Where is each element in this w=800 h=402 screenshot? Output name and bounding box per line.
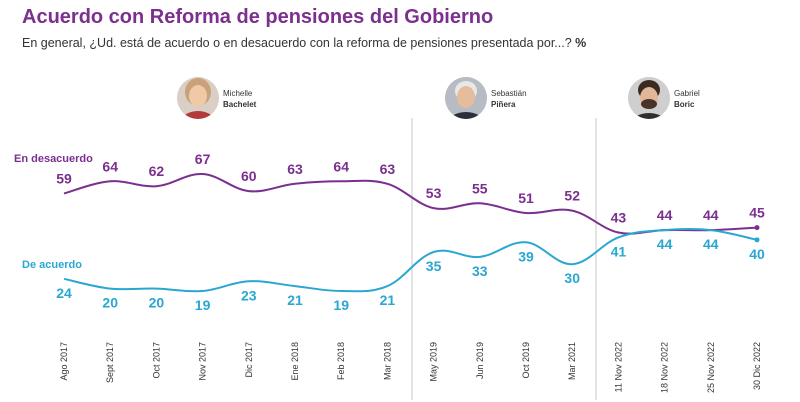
- series-lines: [63, 172, 760, 293]
- man-portrait-icon: [445, 77, 487, 119]
- data-label: 23: [241, 287, 257, 303]
- series-name-desacuerdo: En desacuerdo: [14, 153, 93, 165]
- subtitle-question: En general, ¿Ud. está de acuerdo o en de…: [22, 36, 572, 50]
- data-label: 33: [472, 263, 488, 279]
- data-label: 41: [611, 243, 627, 259]
- president-bachelet: Michelle Bachelet: [177, 77, 257, 119]
- data-label: 67: [195, 151, 211, 167]
- president-pinera: Sebastián Piñera: [445, 77, 527, 119]
- x-tick-label: 11 Nov 2022: [613, 342, 623, 392]
- president-last-name: Piñera: [491, 100, 516, 109]
- x-tick-label: Mar 2018: [382, 342, 392, 380]
- series-end-point: [754, 237, 760, 243]
- x-tick-label: Nov 2017: [198, 342, 208, 381]
- data-label: 30: [564, 270, 580, 286]
- data-label: 55: [472, 180, 488, 196]
- data-label: 24: [56, 285, 72, 301]
- line-desacuerdo: [63, 172, 758, 235]
- data-label: 19: [195, 297, 211, 313]
- x-tick-label: 30 Dic 2022: [752, 342, 762, 390]
- data-label: 44: [703, 207, 719, 223]
- x-tick-label: Oct 2017: [151, 342, 161, 379]
- data-label: 60: [241, 168, 257, 184]
- data-label: 63: [380, 161, 396, 177]
- data-label: 20: [102, 295, 118, 311]
- data-label: 44: [703, 236, 719, 252]
- x-tick-label: Jun 2019: [475, 342, 485, 379]
- x-tick-label: Mar 2021: [567, 342, 577, 380]
- president-boric: Gabriel Boric: [628, 77, 700, 119]
- line-acuerdo: [63, 227, 758, 293]
- data-label: 62: [149, 163, 165, 179]
- series-name-acuerdo: De acuerdo: [22, 259, 82, 271]
- x-tick-label: Sept 2017: [105, 342, 115, 383]
- data-label: 59: [56, 171, 72, 187]
- data-label: 43: [611, 210, 627, 226]
- x-tick-label: 25 Nov 2022: [706, 342, 716, 393]
- data-label: 63: [287, 161, 303, 177]
- president-last-name: Bachelet: [223, 100, 257, 109]
- president-first-name: Michelle: [223, 89, 253, 98]
- data-label: 19: [333, 297, 349, 313]
- president-first-name: Sebastián: [491, 89, 527, 98]
- woman-portrait-icon: [177, 77, 219, 119]
- x-tick-label: Dic 2017: [244, 342, 254, 378]
- x-tick-label: Ago 2017: [59, 342, 69, 381]
- data-label: 21: [287, 292, 303, 308]
- x-axis-ticks: Ago 2017 Sept 2017 Oct 2017 Nov 2017 Dic 201…: [59, 342, 762, 393]
- x-tick-label: Oct 2019: [521, 342, 531, 379]
- x-tick-label: Feb 2018: [336, 342, 346, 380]
- x-tick-label: Ene 2018: [290, 342, 300, 381]
- x-tick-label: May 2019: [429, 342, 439, 382]
- data-label: 44: [657, 207, 673, 223]
- chart-title: Acuerdo con Reforma de pensiones del Gob…: [22, 6, 494, 28]
- data-label: 20: [149, 295, 165, 311]
- data-label: 52: [564, 188, 580, 204]
- man-portrait-icon: [628, 77, 670, 119]
- data-label: 45: [749, 205, 765, 221]
- subtitle-unit: %: [575, 36, 587, 50]
- data-label: 64: [102, 158, 118, 174]
- series-end-point: [754, 225, 760, 231]
- data-label: 39: [518, 248, 534, 264]
- president-last-name: Boric: [674, 100, 695, 109]
- data-label: 40: [749, 246, 765, 262]
- data-label: 64: [333, 158, 349, 174]
- data-label: 51: [518, 190, 534, 206]
- president-first-name: Gabriel: [674, 89, 700, 98]
- data-label: 21: [380, 292, 396, 308]
- chart-subtitle: En general, ¿Ud. está de acuerdo o en de…: [22, 36, 586, 50]
- x-tick-label: 18 Nov 2022: [660, 342, 670, 393]
- data-label: 44: [657, 236, 673, 252]
- data-label: 35: [426, 258, 442, 274]
- data-label: 53: [426, 185, 442, 201]
- data-labels: 59 64 62 67 60 63 64 63 53 55 51 52 43 44 44 45 24 20 20 19…: [56, 151, 765, 313]
